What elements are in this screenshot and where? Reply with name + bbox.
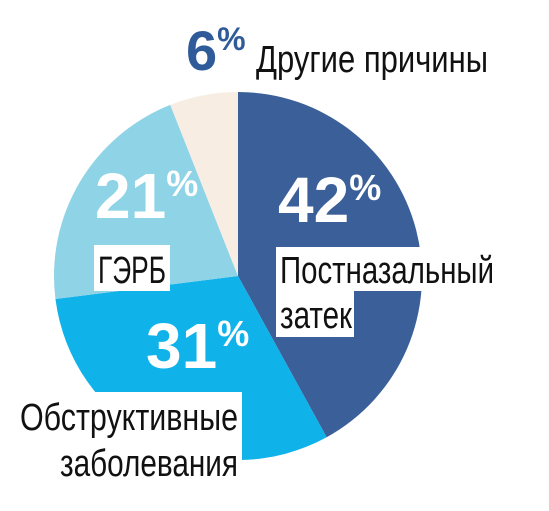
- slice-value-postnasal: 42%: [278, 164, 381, 236]
- label-bg-gerd: [94, 245, 170, 291]
- slice-other: [170, 92, 238, 276]
- slice-label-obstructive-line2: заболевания: [60, 443, 238, 485]
- label-bg-postnasal-2: [276, 291, 354, 337]
- slice-label-postnasal-line1: Постназальный: [280, 250, 494, 292]
- label-bg-postnasal: [276, 247, 498, 291]
- pie-slices: [53, 92, 422, 460]
- slice-label-other: Другие причины: [256, 39, 488, 81]
- slice-value-gerd: 21%: [95, 160, 198, 232]
- slice-value-other: 6%: [186, 19, 246, 82]
- slice-value-number: 21: [95, 160, 166, 232]
- slice-value-obstructive: 31%: [146, 310, 249, 382]
- percent-sign: %: [217, 21, 245, 57]
- slice-value-number: 31: [146, 310, 217, 382]
- slice-value-number: 6: [186, 19, 217, 82]
- percent-sign: %: [166, 163, 198, 204]
- slice-label-postnasal-line2: затек: [280, 295, 352, 337]
- percent-sign: %: [349, 167, 381, 208]
- percent-sign: %: [217, 313, 249, 354]
- slice-label-obstructive-line1: Обструктивные: [20, 397, 238, 439]
- label-bg-obstructive: [16, 392, 242, 482]
- slice-value-number: 42: [278, 164, 349, 236]
- slice-label-gerd: ГЭРБ: [98, 250, 166, 292]
